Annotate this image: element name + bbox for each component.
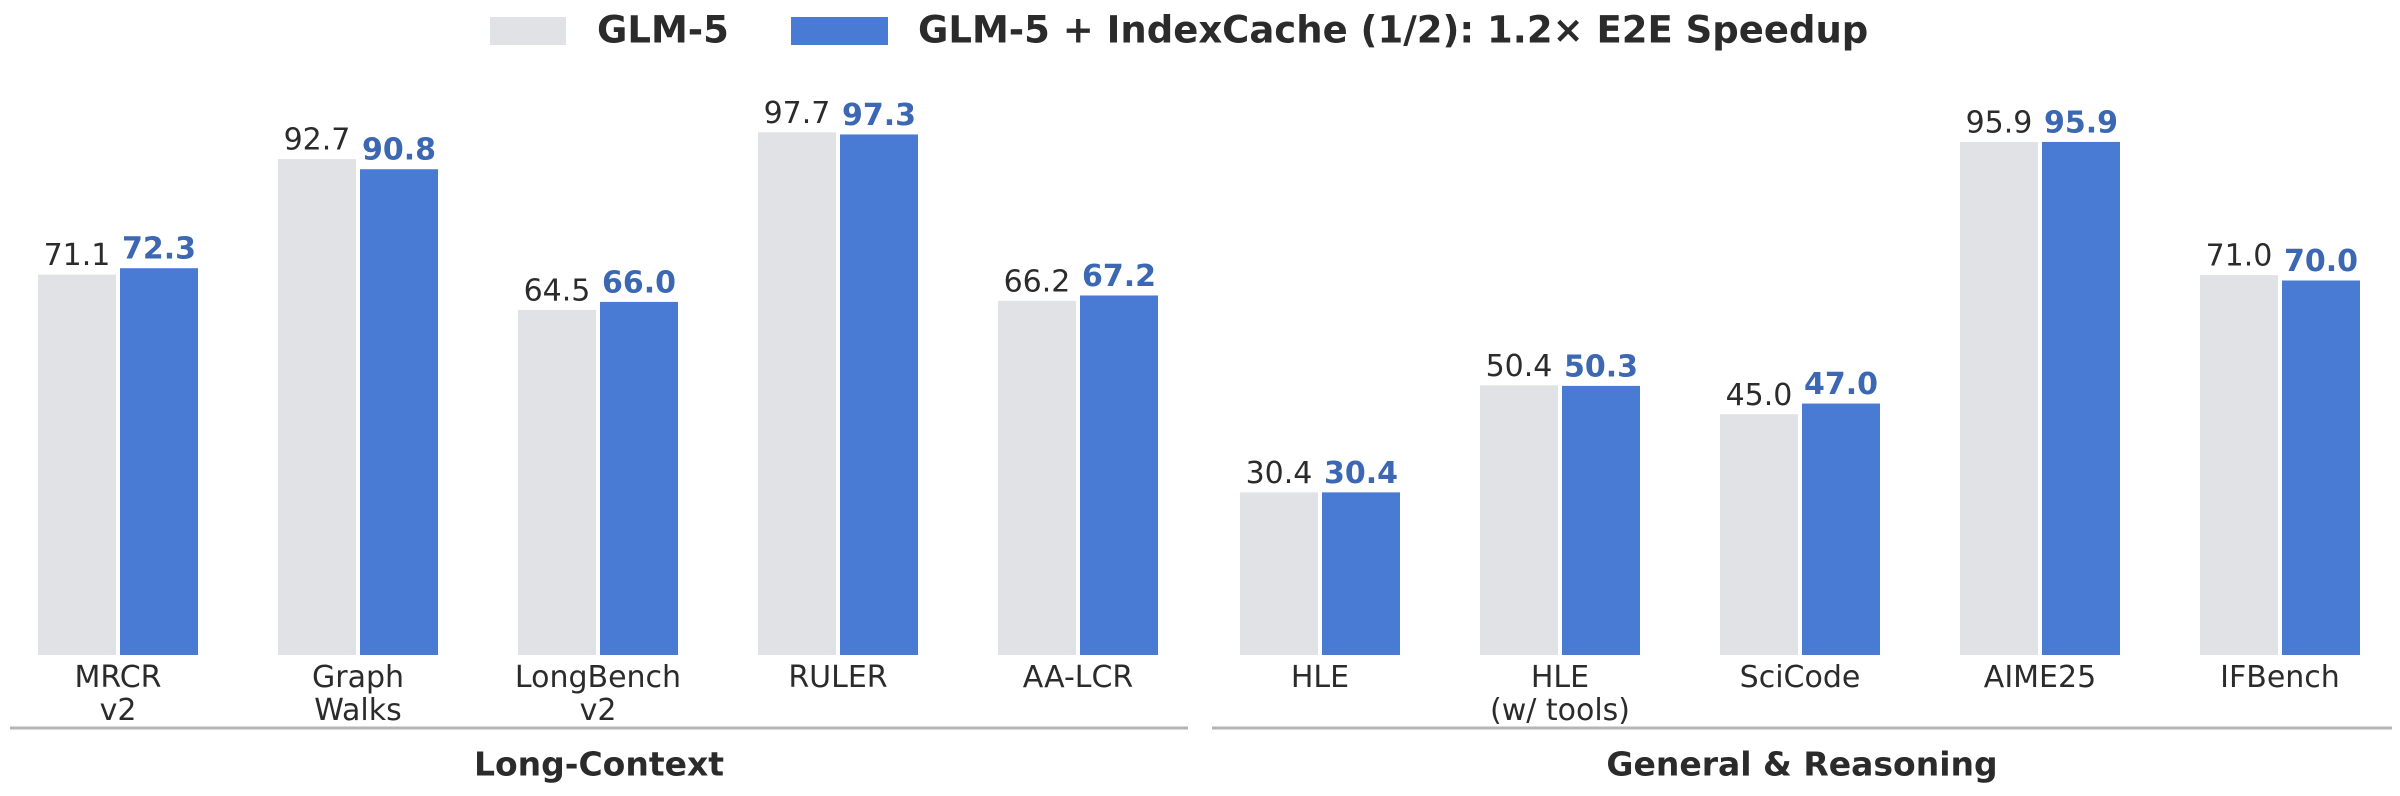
value-label: 50.3 xyxy=(1564,349,1638,384)
x-tick-label: IFBench xyxy=(2220,660,2340,695)
value-label: 66.0 xyxy=(602,265,676,300)
bar xyxy=(360,169,438,655)
bar xyxy=(840,134,918,655)
bar xyxy=(1080,295,1158,655)
bar xyxy=(518,309,596,655)
value-label: 30.4 xyxy=(1246,456,1313,491)
bar xyxy=(1720,414,1798,655)
legend-swatch xyxy=(490,17,566,45)
bar xyxy=(758,132,836,655)
value-label: 97.3 xyxy=(842,98,916,133)
bar xyxy=(2042,141,2120,655)
value-label: 95.9 xyxy=(1966,105,2033,140)
bar xyxy=(120,268,198,655)
bar xyxy=(2282,280,2360,655)
x-tick-label: RULER xyxy=(788,660,887,695)
x-tick-label: SciCode xyxy=(1740,660,1861,695)
value-label: 66.2 xyxy=(1004,264,1071,299)
bar xyxy=(278,159,356,655)
x-tick-label: HLE (w/ tools) xyxy=(1490,660,1630,728)
bar xyxy=(1802,403,1880,655)
bar xyxy=(1322,492,1400,655)
x-tick-label: MRCR v2 xyxy=(74,660,161,728)
value-label: 47.0 xyxy=(1804,367,1878,402)
legend-label: GLM-5 + IndexCache (1/2): 1.2× E2E Speed… xyxy=(918,9,1868,52)
bar xyxy=(1960,141,2038,655)
x-tick-label: AA-LCR xyxy=(1023,660,1134,695)
value-label: 95.9 xyxy=(2044,105,2118,140)
bar xyxy=(1562,385,1640,655)
value-label: 45.0 xyxy=(1726,378,1793,413)
x-tick-label: HLE xyxy=(1291,660,1349,695)
bar xyxy=(600,301,678,655)
value-label: 30.4 xyxy=(1324,456,1398,491)
value-label: 72.3 xyxy=(122,232,196,267)
bar xyxy=(2200,275,2278,655)
x-tick-label: Graph Walks xyxy=(312,660,404,728)
value-label: 90.8 xyxy=(362,133,436,168)
bar xyxy=(1240,492,1318,655)
x-tick-label: AIME25 xyxy=(1984,660,2096,695)
bar xyxy=(998,300,1076,655)
x-tick-label: LongBench v2 xyxy=(515,660,681,728)
value-label: 71.1 xyxy=(44,238,111,273)
value-label: 70.0 xyxy=(2284,244,2358,279)
bar xyxy=(38,274,116,655)
value-label: 71.0 xyxy=(2206,239,2273,274)
value-label: 97.7 xyxy=(764,96,831,131)
value-label: 92.7 xyxy=(284,123,351,158)
value-label: 50.4 xyxy=(1486,349,1553,384)
value-label: 67.2 xyxy=(1082,259,1156,294)
legend-label: GLM-5 xyxy=(597,9,729,52)
group-label: General & Reasoning xyxy=(1606,745,1997,784)
legend-swatch xyxy=(791,17,888,45)
bar xyxy=(1480,385,1558,655)
group-label: Long-Context xyxy=(474,745,724,784)
value-label: 64.5 xyxy=(524,273,591,308)
